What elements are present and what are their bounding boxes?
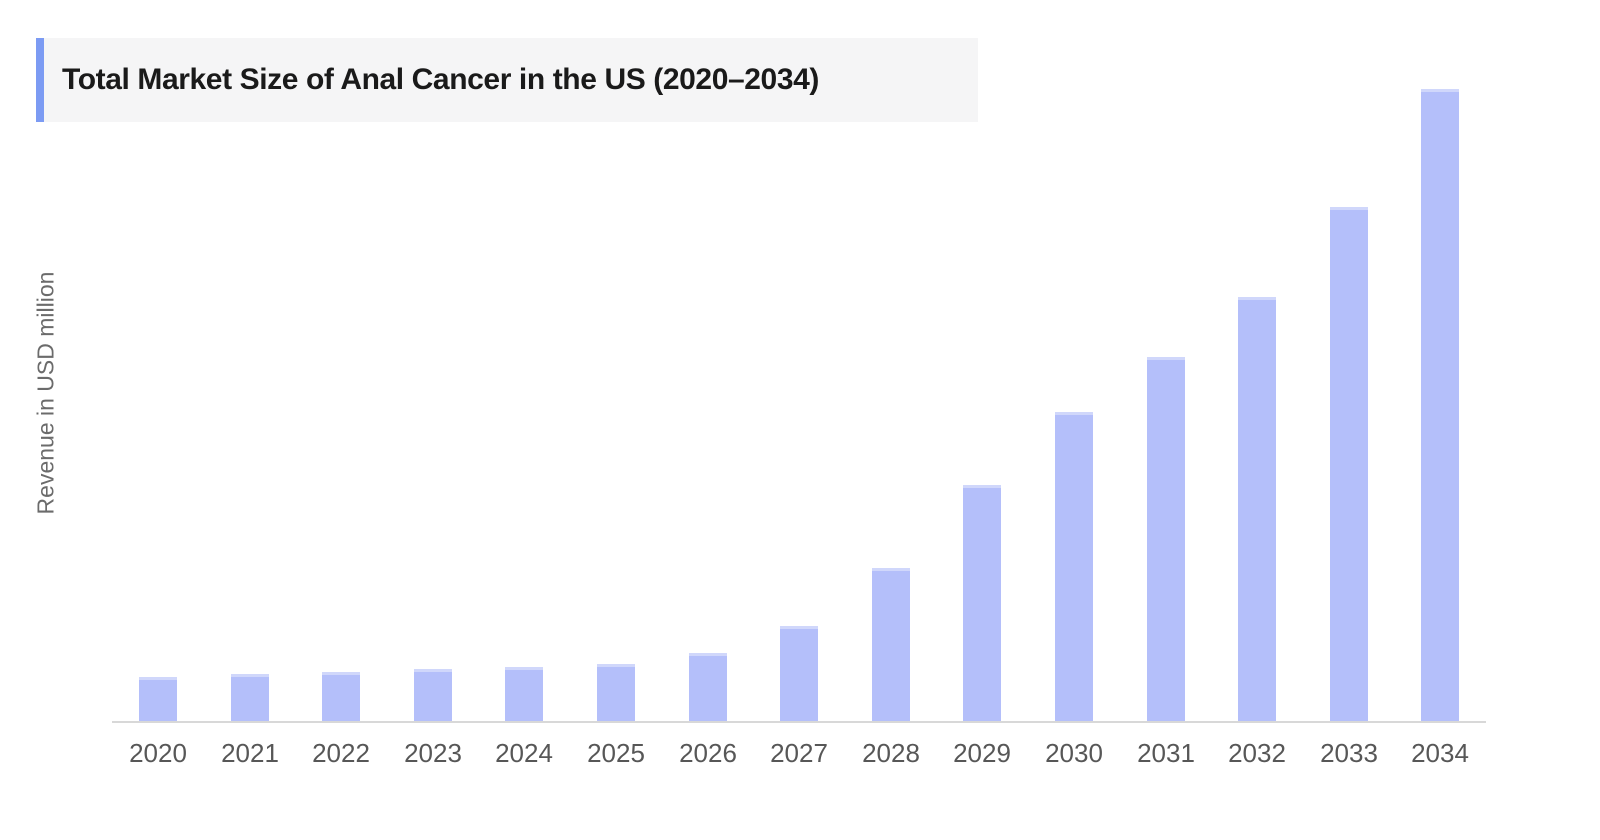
bar-2029 xyxy=(963,485,1001,722)
bar-2033 xyxy=(1330,207,1368,722)
x-tick-2029: 2029 xyxy=(953,738,1011,768)
bar-2027 xyxy=(780,626,818,722)
bar-2021 xyxy=(231,674,269,722)
x-tick-2030: 2030 xyxy=(1045,738,1103,768)
bar-2030 xyxy=(1055,412,1093,722)
x-tick-2032: 2032 xyxy=(1228,738,1286,768)
x-axis-line xyxy=(112,721,1486,723)
chart-title: Total Market Size of Anal Cancer in the … xyxy=(62,63,819,96)
x-tick-2031: 2031 xyxy=(1137,738,1195,768)
x-tick-2025: 2025 xyxy=(587,738,645,768)
bar-2025 xyxy=(597,664,635,722)
x-tick-2021: 2021 xyxy=(221,738,279,768)
x-tick-2020: 2020 xyxy=(129,738,187,768)
chart-title-box: Total Market Size of Anal Cancer in the … xyxy=(36,38,978,122)
x-tick-2023: 2023 xyxy=(404,738,462,768)
bar-2024 xyxy=(505,667,543,722)
x-tick-2034: 2034 xyxy=(1411,738,1469,768)
bar-2028 xyxy=(872,568,910,722)
bar-2020 xyxy=(139,677,177,722)
bar-2026 xyxy=(689,653,727,722)
x-tick-2028: 2028 xyxy=(862,738,920,768)
bar-2031 xyxy=(1147,357,1185,722)
bar-2022 xyxy=(322,672,360,722)
bar-2032 xyxy=(1238,297,1276,722)
x-tick-2033: 2033 xyxy=(1320,738,1378,768)
x-tick-2026: 2026 xyxy=(679,738,737,768)
bar-2023 xyxy=(414,669,452,722)
bar-2034 xyxy=(1421,89,1459,722)
x-tick-2024: 2024 xyxy=(495,738,553,768)
x-tick-2022: 2022 xyxy=(312,738,370,768)
x-tick-2027: 2027 xyxy=(770,738,828,768)
